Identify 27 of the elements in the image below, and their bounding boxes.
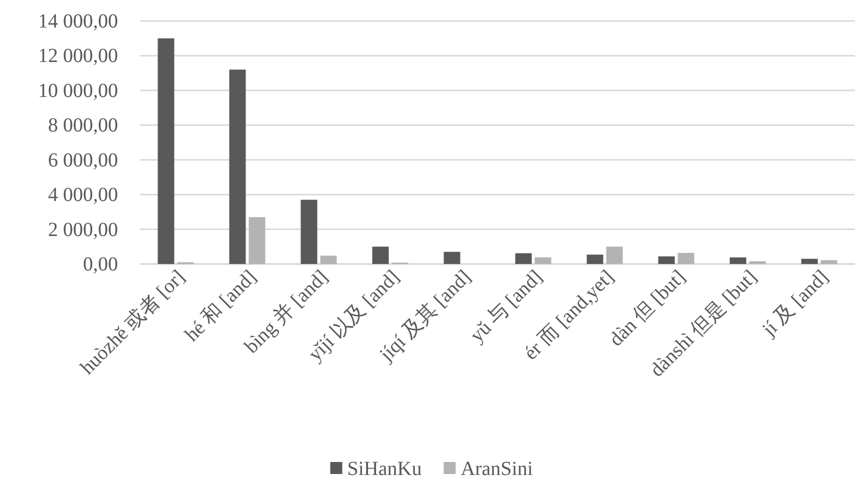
y-tick-label: 10 000,00 <box>38 80 118 102</box>
y-tick-label: 0,00 <box>83 254 118 276</box>
legend-label: SiHanKu <box>347 458 422 480</box>
bar <box>372 246 389 264</box>
bar <box>606 246 623 264</box>
legend-label: AranSini <box>460 458 534 480</box>
bar <box>515 253 532 264</box>
y-tick-label: 6 000,00 <box>48 149 118 172</box>
bar <box>749 261 766 264</box>
bar <box>158 38 174 264</box>
y-tick-label: 8 000,00 <box>48 114 118 137</box>
bar <box>586 254 604 264</box>
bar <box>678 252 694 264</box>
bar <box>534 257 552 264</box>
bar <box>801 258 818 264</box>
bar <box>444 252 460 264</box>
bar <box>248 217 266 264</box>
bar <box>320 256 337 264</box>
bar <box>300 200 318 264</box>
y-tick-label: 12 000,00 <box>38 45 118 68</box>
y-tick-label: 2 000,00 <box>48 218 118 241</box>
y-tick-label: 4 000,00 <box>48 184 118 206</box>
y-tick-label: 14 000,00 <box>38 10 118 32</box>
bar <box>730 257 746 264</box>
bar <box>229 70 246 264</box>
bar <box>658 256 675 264</box>
bar <box>820 260 838 264</box>
